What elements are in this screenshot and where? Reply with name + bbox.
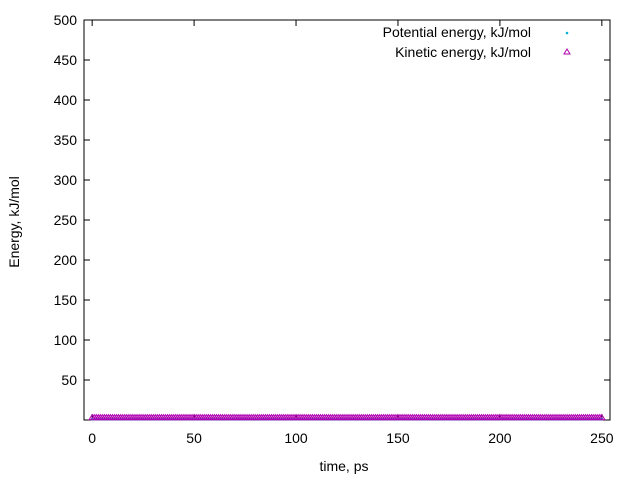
y-tick-label: 500 bbox=[54, 12, 78, 28]
y-tick-label: 50 bbox=[61, 372, 77, 388]
y-tick-label: 400 bbox=[54, 92, 78, 108]
legend-symbol-potential bbox=[565, 31, 569, 35]
y-tick-label: 250 bbox=[54, 212, 78, 228]
series-layer bbox=[88, 413, 606, 421]
series-kinetic bbox=[88, 413, 606, 421]
x-tick-label: 100 bbox=[284, 430, 308, 446]
y-tick-label: 200 bbox=[54, 252, 78, 268]
legend-marker bbox=[565, 31, 569, 35]
x-axis-ticks: 0 50 100 150 200 250 bbox=[88, 20, 614, 446]
y-tick-label: 350 bbox=[54, 132, 78, 148]
x-tick-label: 200 bbox=[488, 430, 512, 446]
legend-label-potential: Potential energy, kJ/mol bbox=[383, 24, 531, 40]
x-axis-label: time, ps bbox=[319, 458, 368, 474]
legend: Potential energy, kJ/mol Kinetic energy,… bbox=[383, 24, 571, 60]
y-tick-label: 450 bbox=[54, 52, 78, 68]
y-axis-ticks: 50 100 150 200 250 300 350 400 450 500 bbox=[54, 12, 610, 388]
y-tick-label: 300 bbox=[54, 172, 78, 188]
data-point bbox=[597, 413, 606, 421]
x-tick-label: 150 bbox=[386, 430, 410, 446]
y-tick-label: 150 bbox=[54, 292, 78, 308]
plot-frame bbox=[83, 19, 611, 421]
legend-symbol-kinetic bbox=[563, 48, 571, 55]
x-tick-label: 0 bbox=[88, 430, 96, 446]
x-tick-label: 250 bbox=[590, 430, 614, 446]
y-axis-label: Energy, kJ/mol bbox=[6, 176, 22, 268]
x-tick-label: 50 bbox=[186, 430, 202, 446]
legend-marker bbox=[563, 48, 571, 55]
legend-label-kinetic: Kinetic energy, kJ/mol bbox=[395, 44, 531, 60]
y-tick-label: 100 bbox=[54, 332, 78, 348]
